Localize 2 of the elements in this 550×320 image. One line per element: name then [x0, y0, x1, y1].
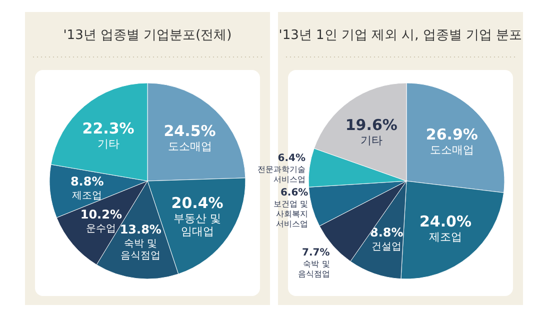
- title: '13년 업종별 기업분포(전체): [63, 28, 232, 43]
- title: '13년 1인 기업 제외 시, 업종별 기업 분포: [278, 28, 522, 43]
